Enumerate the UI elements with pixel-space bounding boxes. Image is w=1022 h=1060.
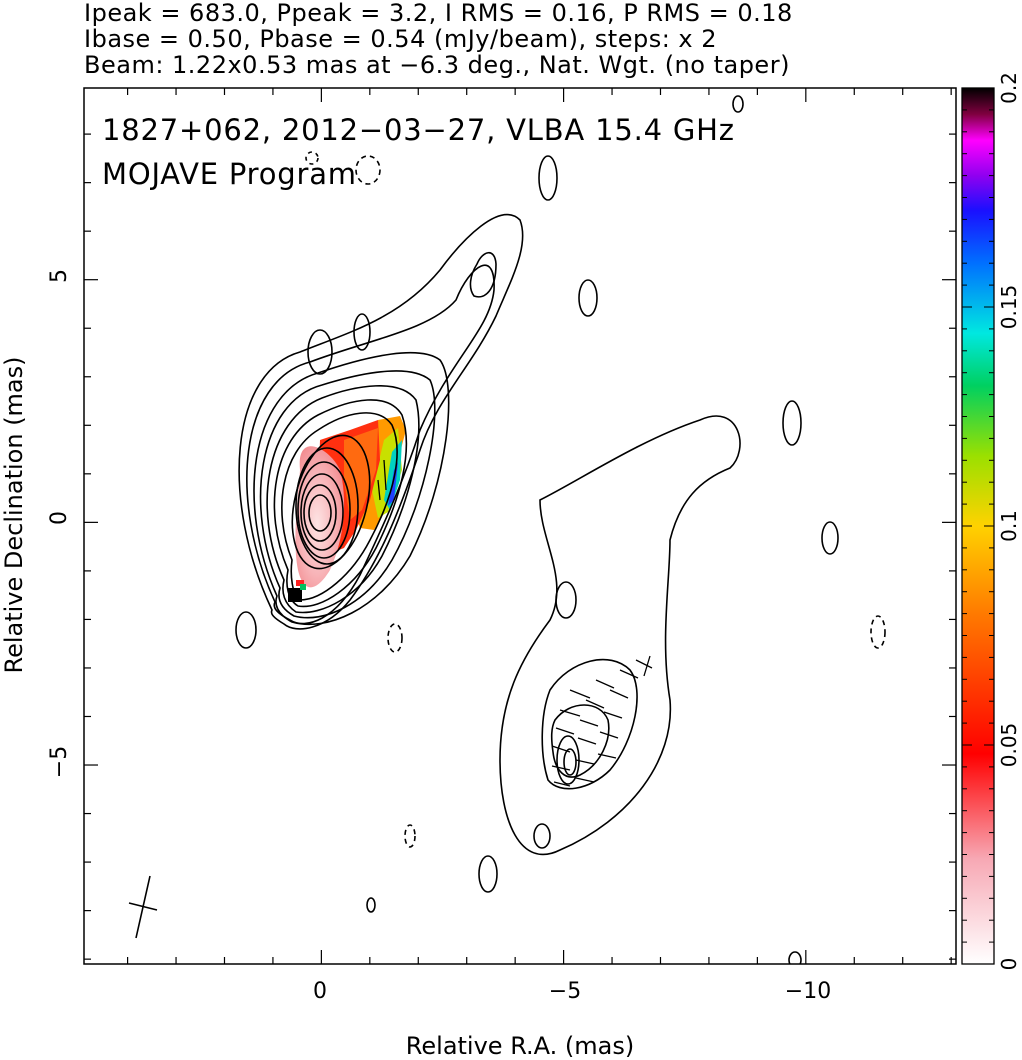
colorbar-tick-label: 0.2 [997,72,1021,104]
y-tick-label: −5 [47,746,72,778]
x-tick-label: −10 [785,979,831,1004]
colorbar-tick-label: 0.05 [997,723,1021,768]
x-axis-label: Relative R.A. (mas) [406,1032,634,1060]
plot-frame [83,87,957,965]
y-tick-label: 0 [47,511,72,525]
colorbar-tick-label: 0.1 [997,510,1021,542]
header-peak-line: Ipeak = 683.0, Ppeak = 3.2, I RMS = 0.16… [84,0,793,27]
x-tick-label: −5 [549,979,581,1004]
colorbar-tick-label: 0 [997,958,1021,971]
polarization-vectors [377,459,653,787]
intensity-contours [235,95,886,964]
colorbar-tick-label: 0.15 [997,285,1021,330]
y-tick-label: 5 [47,269,72,283]
colorbar-ticks [962,87,994,965]
beam-marker [128,875,158,939]
chart-subtitle: MOJAVE Program [102,157,357,191]
x-tick-label: 0 [313,979,327,1004]
chart-title: 1827+062, 2012−03−27, VLBA 15.4 GHz [102,113,735,147]
y-axis-label: Relative Declination (mas) [0,356,28,673]
header-beam-line: Beam: 1.22x0.53 mas at −6.3 deg., Nat. W… [84,51,790,79]
axis-ticks [84,88,956,964]
header-base-line: Ibase = 0.50, Pbase = 0.54 (mJy/beam), s… [84,25,718,53]
